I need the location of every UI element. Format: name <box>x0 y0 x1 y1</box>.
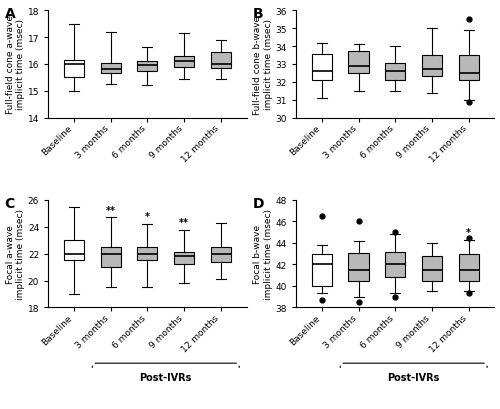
Text: C: C <box>4 196 15 210</box>
Text: D: D <box>252 196 264 210</box>
Text: A: A <box>4 7 16 21</box>
Y-axis label: Focal b-wave
implicit time (msec): Focal b-wave implicit time (msec) <box>254 209 273 299</box>
PathPatch shape <box>458 254 479 281</box>
PathPatch shape <box>138 247 158 261</box>
PathPatch shape <box>348 253 368 281</box>
Y-axis label: Focal a-wave
implicit time (msec): Focal a-wave implicit time (msec) <box>6 209 25 299</box>
PathPatch shape <box>312 55 332 81</box>
Text: *: * <box>145 212 150 222</box>
PathPatch shape <box>174 57 194 67</box>
PathPatch shape <box>385 64 406 81</box>
PathPatch shape <box>422 256 442 281</box>
PathPatch shape <box>210 53 231 69</box>
PathPatch shape <box>138 62 158 72</box>
PathPatch shape <box>458 56 479 81</box>
PathPatch shape <box>100 247 121 267</box>
Text: B: B <box>252 7 263 21</box>
PathPatch shape <box>422 56 442 77</box>
PathPatch shape <box>385 252 406 278</box>
PathPatch shape <box>64 61 84 78</box>
Text: **: ** <box>179 217 189 227</box>
PathPatch shape <box>174 253 194 265</box>
Text: *: * <box>466 227 471 238</box>
Y-axis label: Full-field cone a-wave
implicit time (msec): Full-field cone a-wave implicit time (ms… <box>6 16 25 114</box>
PathPatch shape <box>210 247 231 262</box>
Text: Post-IVRs: Post-IVRs <box>140 372 192 382</box>
Text: **: ** <box>106 205 116 215</box>
Y-axis label: Full-field cone b-wave
implicit time (msec): Full-field cone b-wave implicit time (ms… <box>254 15 273 115</box>
Text: Post-IVRs: Post-IVRs <box>388 372 440 382</box>
PathPatch shape <box>64 240 84 261</box>
PathPatch shape <box>348 52 368 74</box>
PathPatch shape <box>312 254 332 286</box>
PathPatch shape <box>100 63 121 74</box>
